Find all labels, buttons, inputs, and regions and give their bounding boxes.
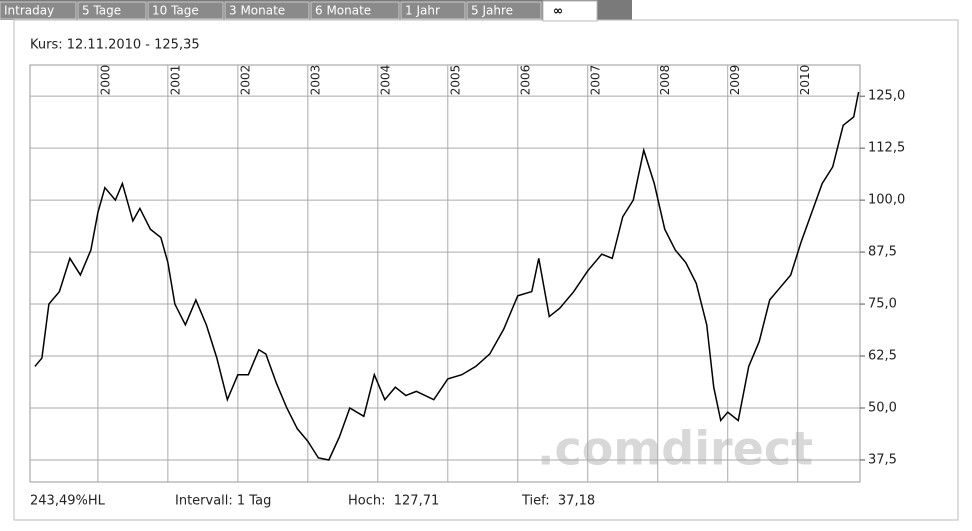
footer-stat: Tief: 37,18 xyxy=(521,494,595,509)
y-tick-label: 112,5 xyxy=(868,141,905,156)
quote: Kurs: 12.11.2010 - 125,35 xyxy=(30,38,200,53)
footer-stat: 243,49%HL xyxy=(30,494,106,509)
tab[interactable] xyxy=(310,1,400,20)
tab-label[interactable]: Intraday xyxy=(4,4,54,18)
tab[interactable] xyxy=(224,1,310,20)
tab[interactable] xyxy=(542,0,598,22)
y-tick-label: 50,0 xyxy=(868,400,897,415)
x-tick-label: 2004 xyxy=(378,65,392,96)
tab-label[interactable]: 6 Monate xyxy=(315,4,371,18)
tab[interactable] xyxy=(77,1,147,20)
y-tick-label: 62,5 xyxy=(868,349,897,364)
footer-stat: Intervall: 1 Tag xyxy=(175,494,271,509)
tab[interactable] xyxy=(466,1,542,20)
x-tick-label: 2009 xyxy=(728,65,742,96)
y-tick-label: 75,0 xyxy=(868,297,897,312)
x-tick-label: 2002 xyxy=(238,65,252,96)
y-tick-label: 87,5 xyxy=(868,245,897,260)
price-line xyxy=(34,91,860,461)
x-tick-label: 2001 xyxy=(168,65,182,96)
panel xyxy=(13,19,959,521)
x-tick-label: 2006 xyxy=(518,65,532,96)
x-tick-label: 2007 xyxy=(588,65,602,96)
tab-label[interactable]: 1 Jahr xyxy=(405,4,440,18)
x-tick-label: 2010 xyxy=(798,65,812,96)
tab-label[interactable]: 3 Monate xyxy=(229,4,285,18)
x-tick-label: 2000 xyxy=(98,65,112,96)
y-tick-label: 37,5 xyxy=(868,452,897,467)
tab[interactable] xyxy=(0,1,77,20)
tab-label[interactable]: ∞ xyxy=(553,4,563,18)
x-tick-label: 2003 xyxy=(308,65,322,96)
tab-label[interactable]: 5 Jahre xyxy=(471,4,513,18)
tab-label[interactable]: 5 Tage xyxy=(82,4,121,18)
y-tick-label: 125,0 xyxy=(868,89,905,104)
tab-label[interactable]: 10 Tage xyxy=(152,4,199,18)
y-tick-label: 100,0 xyxy=(868,193,905,208)
x-tick-label: 2008 xyxy=(658,65,672,96)
plot-area xyxy=(29,64,861,483)
tab[interactable] xyxy=(400,1,466,20)
footer-stat: Hoch: 127,71 xyxy=(348,494,439,509)
x-tick-label: 2005 xyxy=(448,65,462,96)
watermark: .comdirect xyxy=(537,422,813,476)
tab[interactable] xyxy=(147,1,224,20)
